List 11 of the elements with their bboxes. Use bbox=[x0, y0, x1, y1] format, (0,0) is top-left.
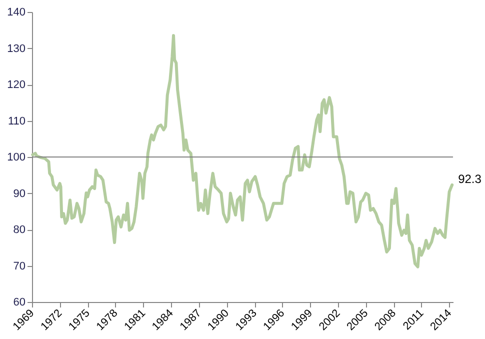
y-tick-label: 140 bbox=[7, 6, 26, 18]
y-tick-label: 90 bbox=[13, 188, 26, 200]
y-tick-label: 70 bbox=[13, 260, 26, 272]
y-tick-label: 60 bbox=[13, 296, 26, 308]
line-series bbox=[31, 34, 454, 268]
y-tick-label: 80 bbox=[13, 224, 26, 236]
y-tick-label: 110 bbox=[8, 115, 26, 128]
y-tick-label: 130 bbox=[7, 42, 26, 55]
y-tick-label: 100 bbox=[7, 152, 26, 164]
y-tick-label: 120 bbox=[7, 79, 26, 91]
annotation: 92.3 bbox=[458, 172, 482, 186]
